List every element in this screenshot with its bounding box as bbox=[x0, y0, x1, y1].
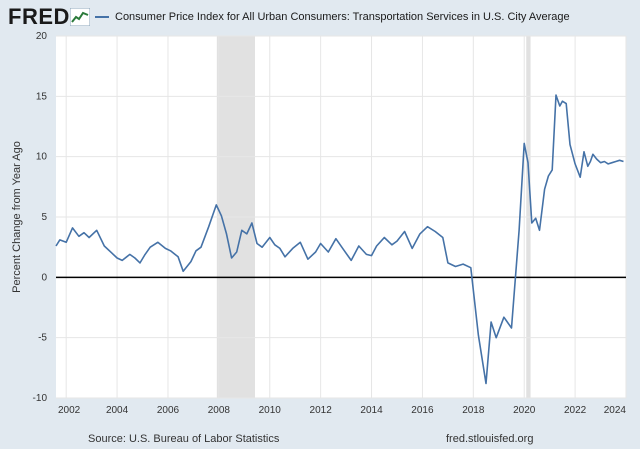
series-layer bbox=[55, 94, 624, 385]
footer-source: Source: U.S. Bureau of Labor Statistics bbox=[88, 433, 280, 445]
x-tick-label: 2002 bbox=[58, 405, 81, 416]
x-tick-label: 2004 bbox=[106, 405, 129, 416]
y-tick-label: -10 bbox=[33, 393, 48, 404]
x-tick-label: 2022 bbox=[564, 405, 587, 416]
legend: Consumer Price Index for All Urban Consu… bbox=[95, 11, 570, 23]
x-tick-label: 2014 bbox=[360, 405, 383, 416]
footer-url[interactable]: fred.stlouisfed.org bbox=[446, 433, 534, 445]
y-tick-label: 20 bbox=[36, 31, 48, 42]
x-tick-label: 2008 bbox=[208, 405, 231, 416]
x-tick-label: 2018 bbox=[462, 405, 485, 416]
x-tick-label: 2024 bbox=[604, 405, 627, 416]
y-tick-label: 10 bbox=[36, 152, 48, 163]
y-tick-label: 15 bbox=[36, 91, 48, 102]
fred-logo[interactable]: FRED bbox=[8, 4, 70, 29]
y-tick-label: 0 bbox=[41, 272, 47, 283]
x-tick-label: 2020 bbox=[513, 405, 536, 416]
gridlines bbox=[56, 35, 627, 399]
x-axis-ticks: 2002 2004 2006 2008 2010 2012 2014 2016 2018 2020… bbox=[58, 405, 626, 416]
y-axis-ticks: -10 -5 0 5 10 15 20 bbox=[33, 31, 48, 404]
line-chart-icon bbox=[70, 8, 90, 26]
x-tick-label: 2016 bbox=[411, 405, 434, 416]
y-tick-label: 5 bbox=[41, 212, 47, 223]
legend-swatch bbox=[95, 16, 109, 19]
series-line-1 bbox=[55, 94, 624, 385]
legend-label: Consumer Price Index for All Urban Consu… bbox=[115, 11, 570, 23]
x-tick-label: 2010 bbox=[259, 405, 282, 416]
y-tick-label: -5 bbox=[38, 333, 47, 344]
y-axis-title: Percent Change from Year Ago bbox=[11, 141, 23, 293]
chart-header: FRED Consumer Price Index for All Urban … bbox=[0, 0, 640, 34]
x-tick-label: 2006 bbox=[157, 405, 180, 416]
x-tick-label: 2012 bbox=[310, 405, 333, 416]
